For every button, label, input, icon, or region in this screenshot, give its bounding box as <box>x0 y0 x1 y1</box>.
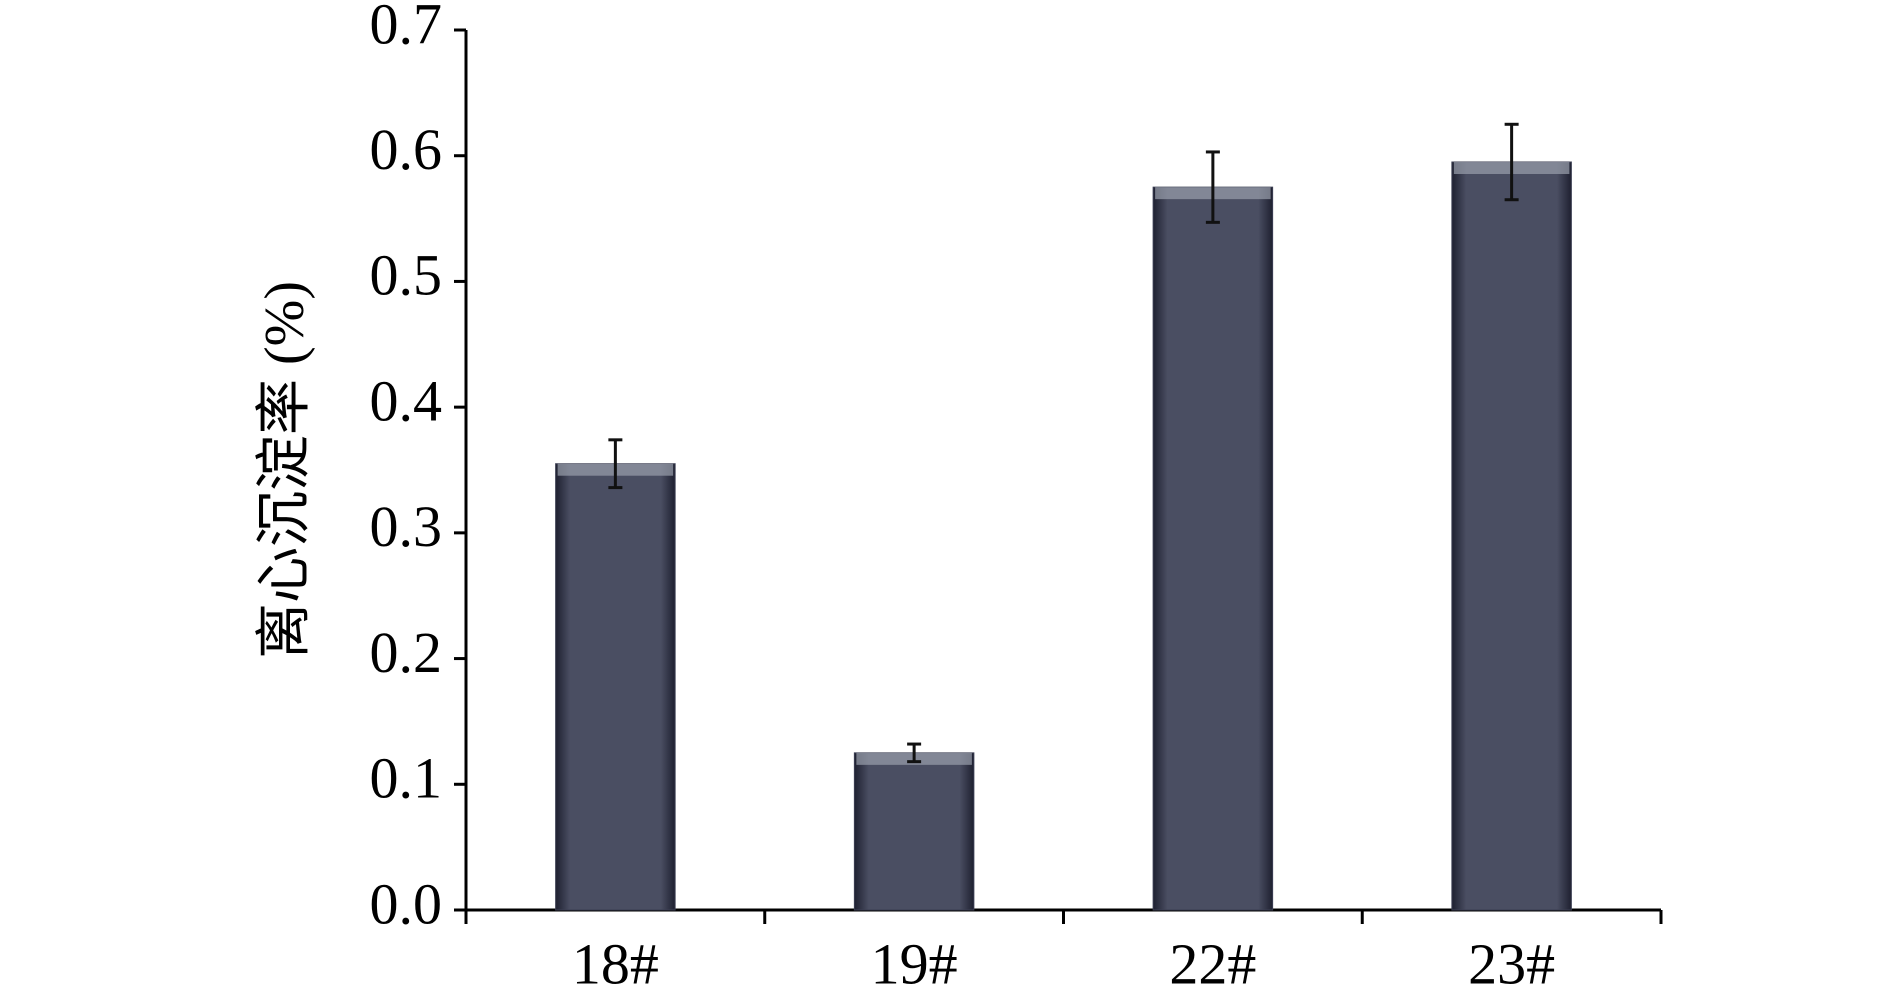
x-tick-label: 23# <box>1468 931 1555 996</box>
y-tick-label: 0.7 <box>370 0 443 56</box>
y-tick-label: 0.0 <box>370 871 443 936</box>
bar <box>853 752 975 911</box>
y-tick-label: 0.6 <box>370 117 443 182</box>
y-tick-label: 0.3 <box>370 494 443 559</box>
bar <box>1152 186 1274 911</box>
error-bar <box>608 438 623 490</box>
x-tick-label: 22# <box>1169 931 1256 996</box>
error-bar <box>907 742 922 764</box>
bar <box>1451 161 1572 911</box>
x-tick-label: 18# <box>572 931 659 996</box>
error-bar <box>1205 150 1220 224</box>
y-tick-label: 0.5 <box>370 243 443 308</box>
x-tick-label: 19# <box>871 931 958 996</box>
y-tick-label: 0.1 <box>370 746 443 811</box>
y-axis-title: 离心沉淀率 (%) <box>254 281 316 659</box>
bar <box>555 463 676 911</box>
y-tick-label: 0.4 <box>370 368 443 433</box>
error-bar <box>1504 122 1519 202</box>
y-tick-label: 0.2 <box>370 620 443 685</box>
